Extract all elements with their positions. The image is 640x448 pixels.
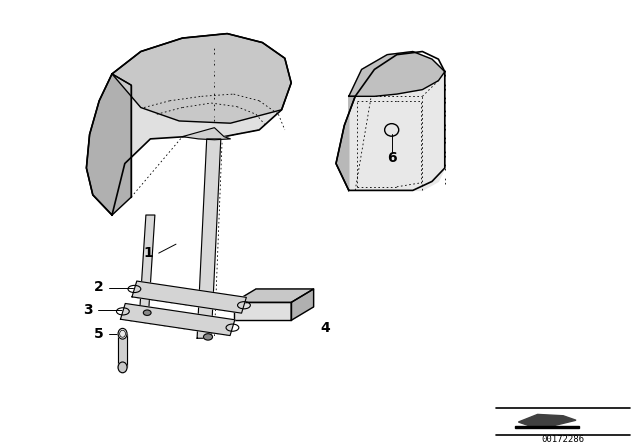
Polygon shape: [86, 34, 291, 215]
Polygon shape: [234, 302, 291, 320]
Polygon shape: [349, 52, 445, 96]
Text: 5: 5: [94, 327, 104, 341]
Polygon shape: [234, 289, 314, 302]
Text: 2: 2: [94, 280, 104, 294]
Circle shape: [143, 310, 151, 315]
Polygon shape: [140, 215, 155, 314]
Polygon shape: [197, 139, 221, 338]
Polygon shape: [86, 74, 131, 215]
Polygon shape: [120, 303, 235, 336]
Polygon shape: [349, 52, 445, 190]
Text: 6: 6: [387, 151, 397, 165]
Ellipse shape: [118, 362, 127, 373]
Polygon shape: [112, 34, 291, 123]
Ellipse shape: [118, 328, 127, 339]
Text: 3: 3: [83, 303, 93, 317]
Polygon shape: [132, 281, 246, 313]
Polygon shape: [336, 96, 355, 190]
Polygon shape: [518, 414, 576, 426]
Text: 00172286: 00172286: [541, 435, 585, 444]
Polygon shape: [291, 289, 314, 320]
Text: 1: 1: [143, 246, 154, 260]
Polygon shape: [515, 426, 579, 428]
Circle shape: [204, 334, 212, 340]
Text: 4: 4: [320, 321, 330, 335]
Polygon shape: [118, 334, 127, 367]
Polygon shape: [182, 128, 230, 140]
